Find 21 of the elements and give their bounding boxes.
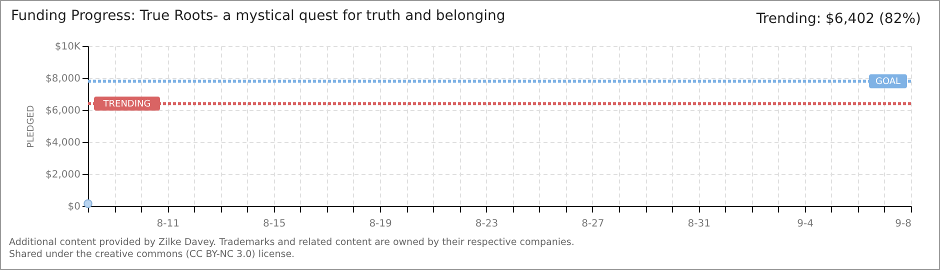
y-tick-label: $10K — [54, 42, 81, 52]
x-tick-label: 9-8 — [895, 218, 912, 230]
x-tick-label: 8-11 — [156, 218, 180, 230]
ref-line-label: TRENDING — [102, 100, 151, 110]
x-tick-label: 8-31 — [688, 218, 710, 230]
chart-title: Funding Progress: True Roots- a mystical quest for truth and belonging — [11, 8, 506, 24]
y-tick-label: $4,000 — [46, 138, 80, 148]
text: Shared under the creative commons (CC BY-NC 3.0) license. — [9, 249, 296, 261]
x-tick-label: 9-4 — [797, 218, 814, 230]
x-tick-label: 8-15 — [262, 218, 286, 230]
y-tick-label: $6,000 — [46, 106, 80, 116]
x-tick-label: 8-19 — [369, 218, 392, 230]
x-tick-label: 8-27 — [582, 218, 604, 230]
y-tick-label: $0 — [68, 202, 80, 212]
y-tick-label: $2,000 — [46, 170, 80, 180]
chart-subtitle: Trending: $6,402 (82%) — [756, 11, 921, 27]
y-axis-title: PLEDGED — [26, 105, 37, 148]
y-tick-label: $8,000 — [46, 74, 80, 84]
x-tick-label: 8-23 — [475, 218, 498, 230]
ref-line-label: GOAL — [875, 77, 901, 88]
text: Additional content provided by Zilke Davey. Trademarks and related content are owned by their respective companies. — [9, 237, 574, 249]
